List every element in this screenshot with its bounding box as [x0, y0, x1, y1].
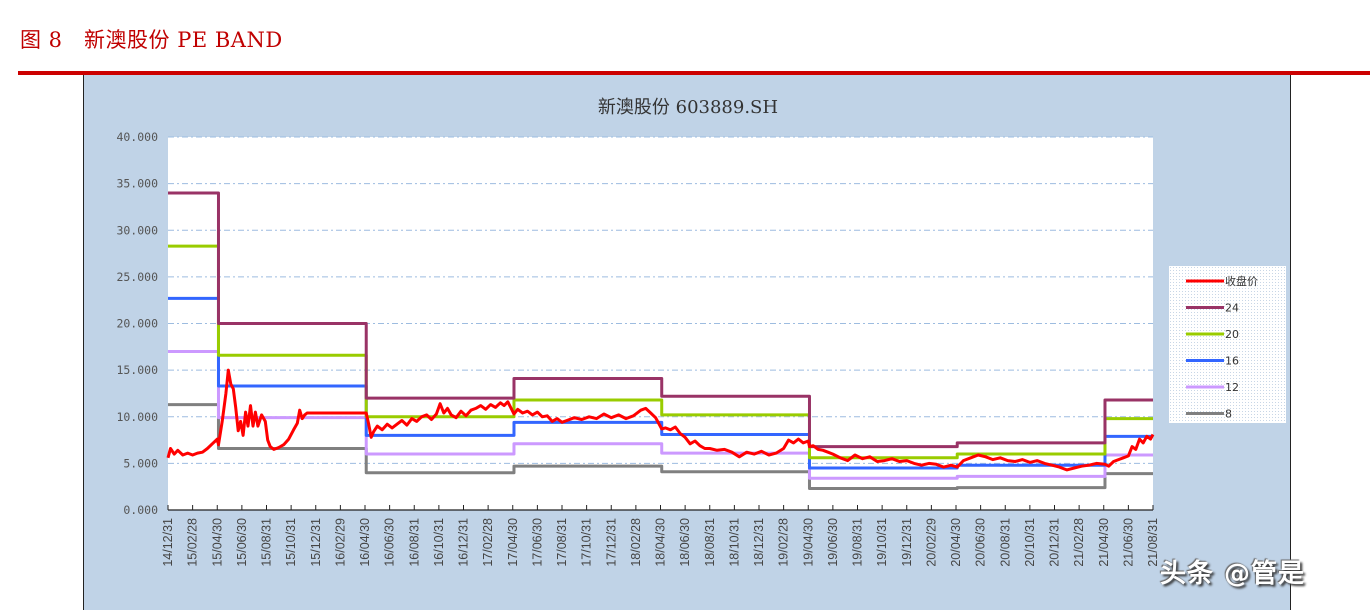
chart-title: 新澳股份 603889.SH: [598, 97, 778, 118]
x-tick-label: 18/06/30: [678, 518, 692, 567]
y-axis: 0.000 5.000 10.000 15.000 20.000 25.000 30.000…: [116, 130, 158, 517]
x-tick-label: 17/06/30: [530, 518, 544, 567]
pe-band-chart: 新澳股份 603889.SH 0.000 5.000 10.000 15.000 20.…: [116, 97, 1286, 567]
x-tick-label: 19/06/30: [826, 518, 840, 567]
y-tick-label: 10.000: [116, 410, 158, 424]
x-tick-label: 19/10/31: [875, 518, 889, 567]
x-tick-label: 18/02/28: [629, 518, 643, 567]
x-tick-label: 21/06/30: [1121, 518, 1135, 567]
x-tick-label: 20/04/30: [949, 518, 963, 567]
y-tick-label: 20.000: [116, 317, 158, 331]
watermark: 头条 @管是: [1160, 559, 1306, 589]
chart-legend: 收盘价 24 20 16 12 8: [1169, 266, 1286, 423]
x-tick-label: 16/08/31: [407, 518, 421, 567]
close-price-line: [166, 368, 1155, 472]
x-tick-label: 21/04/30: [1097, 518, 1111, 567]
x-tick-label: 15/04/30: [210, 518, 224, 567]
x-tick-label: 16/02/29: [333, 518, 347, 567]
x-axis: 14/12/31 15/02/28 15/04/30 15/06/30 15/08/31…: [161, 505, 1160, 567]
pe-band-lines: [168, 191, 1153, 491]
x-tick-label: 20/10/31: [1023, 518, 1037, 567]
pe-band-12: [168, 349, 1153, 480]
x-tick-label: 17/10/31: [580, 518, 594, 567]
x-tick-label: 19/08/31: [851, 518, 865, 567]
figure-title: 图 8 新澳股份 PE BAND: [20, 28, 283, 52]
y-tick-label: 25.000: [116, 270, 158, 284]
x-tick-label: 19/12/31: [900, 518, 914, 567]
legend-label: 16: [1225, 355, 1239, 368]
x-tick-label: 17/08/31: [555, 518, 569, 567]
pe-band-24: [168, 191, 1153, 449]
x-tick-label: 17/12/31: [604, 518, 618, 567]
close-price-path: [166, 368, 1155, 472]
x-tick-label: 15/02/28: [186, 518, 200, 567]
x-tick-label: 20/12/31: [1048, 518, 1062, 567]
x-tick-label: 18/10/31: [727, 518, 741, 567]
x-tick-label: 15/10/31: [284, 518, 298, 567]
y-tick-label: 5.000: [123, 456, 158, 470]
title-divider: [18, 71, 1370, 75]
x-tick-label: 21/02/28: [1072, 518, 1086, 567]
x-tick-label: 18/04/30: [654, 518, 668, 567]
x-tick-label: 15/08/31: [260, 518, 274, 567]
x-tick-label: 19/04/30: [801, 518, 815, 567]
x-tick-label: 20/06/30: [974, 518, 988, 567]
pe-band-8: [168, 403, 1153, 491]
y-tick-label: 35.000: [116, 177, 158, 191]
x-tick-label: 21/08/31: [1146, 518, 1160, 567]
legend-label: 8: [1225, 408, 1232, 421]
x-tick-label: 19/02/28: [777, 518, 791, 567]
x-tick-label: 18/12/31: [752, 518, 766, 567]
x-tick-label: 16/12/31: [457, 518, 471, 567]
legend-label: 24: [1225, 302, 1239, 315]
legend-label: 收盘价: [1225, 274, 1258, 288]
x-tick-label: 17/04/30: [506, 518, 520, 567]
x-tick-label: 14/12/31: [161, 518, 175, 567]
y-tick-label: 15.000: [116, 363, 158, 377]
legend-label: 20: [1225, 328, 1239, 341]
y-tick-label: 0.000: [123, 503, 158, 517]
x-tick-label: 20/02/29: [924, 518, 938, 567]
x-tick-label: 17/02/28: [481, 518, 495, 567]
x-tick-label: 15/12/31: [309, 518, 323, 567]
x-tick-label: 16/10/31: [432, 518, 446, 567]
y-tick-label: 30.000: [116, 223, 158, 237]
legend-box: [1169, 266, 1286, 423]
x-tick-label: 16/04/30: [358, 518, 372, 567]
pe-band-20: [168, 244, 1153, 460]
x-tick-label: 15/06/30: [235, 518, 249, 567]
x-tick-label: 20/08/31: [998, 518, 1012, 567]
x-tick-label: 18/08/31: [703, 518, 717, 567]
y-tick-label: 40.000: [116, 130, 158, 144]
x-tick-label: 16/06/30: [383, 518, 397, 567]
legend-label: 12: [1225, 381, 1239, 394]
chart-container: 新澳股份 603889.SH 0.000 5.000 10.000 15.000 20.…: [83, 75, 1291, 610]
